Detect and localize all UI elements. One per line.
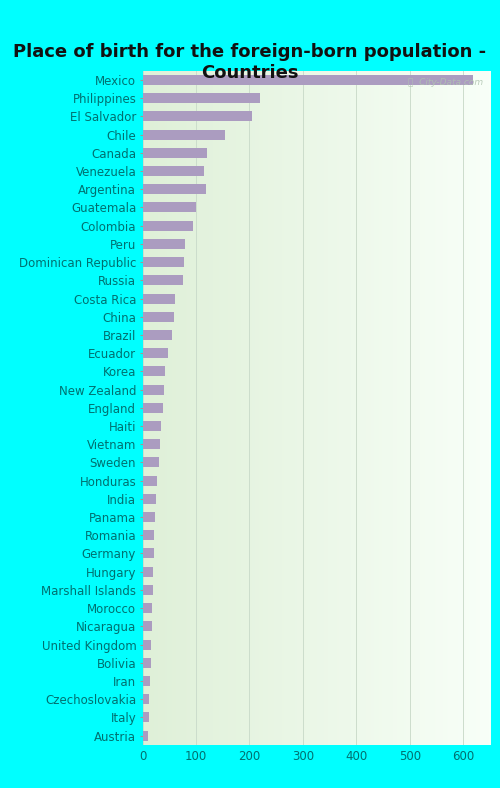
- Text: Place of birth for the foreign-born population -
Countries: Place of birth for the foreign-born popu…: [14, 43, 486, 82]
- Bar: [142, 184, 206, 195]
- Bar: [142, 75, 473, 85]
- Bar: [142, 457, 158, 467]
- Bar: [142, 239, 186, 249]
- Bar: [142, 548, 154, 559]
- Bar: [142, 567, 153, 577]
- Bar: [142, 494, 156, 504]
- Bar: [142, 130, 226, 139]
- Bar: [142, 366, 165, 377]
- Bar: [142, 275, 182, 285]
- Bar: [142, 512, 155, 522]
- Bar: [142, 312, 174, 322]
- Bar: [142, 166, 204, 176]
- Bar: [142, 148, 206, 158]
- Bar: [142, 348, 168, 359]
- Bar: [142, 421, 161, 431]
- Bar: [142, 658, 150, 667]
- Bar: [142, 439, 160, 449]
- Bar: [142, 203, 196, 213]
- Bar: [142, 476, 158, 485]
- Bar: [142, 111, 252, 121]
- Bar: [142, 530, 154, 541]
- Bar: [142, 221, 194, 231]
- Bar: [142, 640, 151, 649]
- Bar: [142, 293, 174, 303]
- Bar: [142, 93, 260, 103]
- Bar: [142, 385, 164, 395]
- Text: ⓘ  City-Data.com: ⓘ City-Data.com: [408, 78, 483, 87]
- Bar: [142, 730, 148, 741]
- Bar: [142, 403, 163, 413]
- Bar: [142, 585, 152, 595]
- Bar: [142, 694, 150, 704]
- Bar: [142, 621, 152, 631]
- Bar: [142, 676, 150, 686]
- Bar: [142, 603, 152, 613]
- Bar: [142, 257, 184, 267]
- Bar: [142, 330, 172, 340]
- Bar: [142, 712, 149, 723]
